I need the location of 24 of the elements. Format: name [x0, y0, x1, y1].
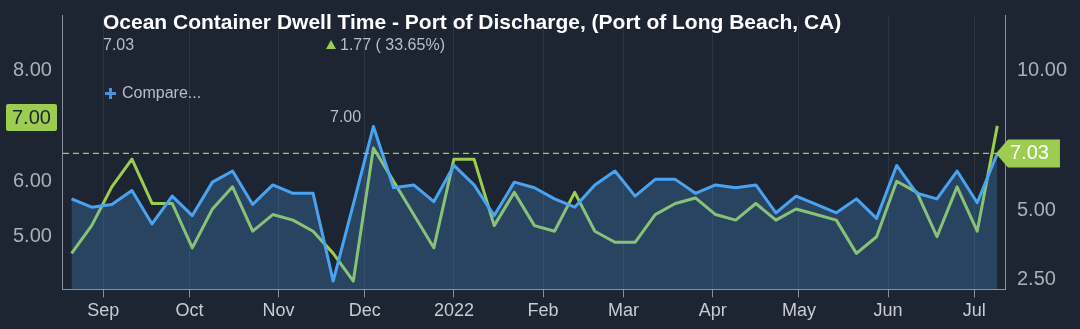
- x-tick-label: May: [781, 300, 816, 321]
- ref-line-label: 7.03: [1009, 140, 1049, 163]
- x-tick-label: Dec: [348, 300, 381, 321]
- x-tick-label: Sep: [87, 300, 120, 321]
- chart-title: Ocean Container Dwell Time - Port of Discharge, (Port of Long Beach, CA): [103, 10, 842, 34]
- x-tick-label: Feb: [527, 300, 559, 321]
- x-tick-label: Nov: [262, 300, 295, 321]
- x-tick-label: 2022: [433, 300, 474, 321]
- text: 7.00: [6, 104, 57, 131]
- y-tick-label: 6.00: [12, 168, 52, 191]
- annotation: 7.03: [103, 36, 135, 54]
- y2-tick-label: 5.00: [1016, 197, 1056, 220]
- annotation: Compare...: [122, 84, 202, 102]
- x-tick-label: Oct: [175, 300, 204, 321]
- y-tick-label: 8.00: [12, 57, 52, 80]
- x-tick-label: Mar: [608, 300, 640, 321]
- x-tick-label: Jul: [962, 300, 986, 321]
- y2-tick-label: 2.50: [1016, 267, 1056, 290]
- x-tick-label: Apr: [698, 300, 727, 321]
- y2-tick-label: 10.00: [1016, 58, 1068, 81]
- annotation: 1.77 ( 33.65%): [340, 36, 445, 54]
- annotation: 7.00: [330, 108, 362, 126]
- y-tick-label: 5.00: [12, 224, 52, 247]
- x-tick-label: Jun: [873, 300, 903, 321]
